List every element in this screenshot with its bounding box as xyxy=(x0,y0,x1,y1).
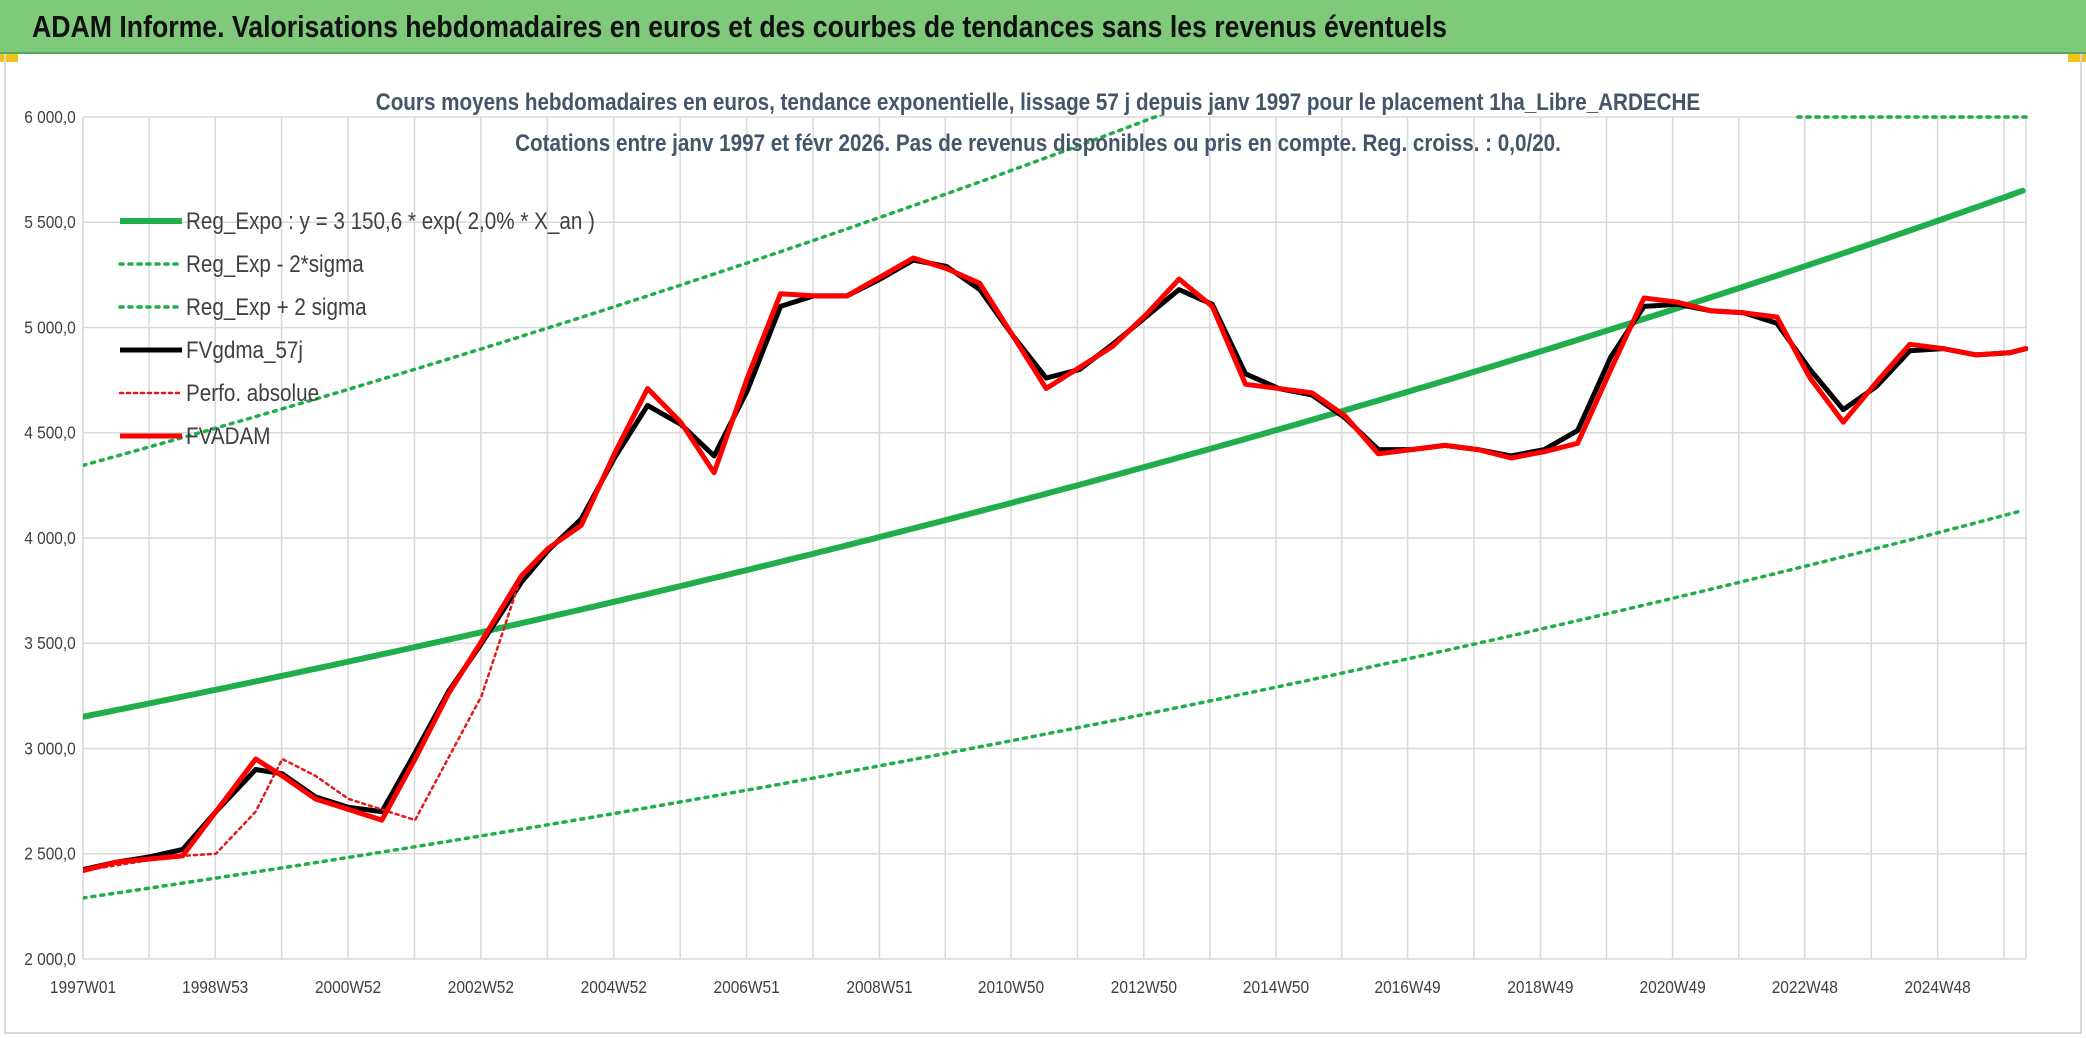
reg-exp-minus-2sigma-line xyxy=(83,508,2025,900)
legend-label: Reg_Exp + 2 sigma xyxy=(186,294,367,321)
x-tick-label: 2016W49 xyxy=(1374,977,1440,997)
reg-exp-plus-2sigma-line xyxy=(83,115,1166,468)
x-tick-label: 2004W52 xyxy=(581,977,647,997)
y-tick-label: 6 000,0 xyxy=(24,107,76,127)
perfo-absolue-line xyxy=(83,256,2028,872)
x-tick-label: 2010W50 xyxy=(978,977,1044,997)
chart-subtitle: Cotations entre janv 1997 et févr 2026. … xyxy=(515,130,1561,157)
x-tick-label: 2002W52 xyxy=(448,977,514,997)
y-tick-label: 4 500,0 xyxy=(24,423,76,443)
legend-label: Reg_Exp - 2*sigma xyxy=(186,251,364,278)
y-tick-label: 3 000,0 xyxy=(24,738,76,758)
fvgdma-57j-line xyxy=(83,257,2028,872)
x-tick-label: 2008W51 xyxy=(846,977,912,997)
y-tick-label: 2 500,0 xyxy=(24,844,76,864)
frame-border-right xyxy=(2080,54,2082,1034)
x-tick-label: 1998W53 xyxy=(182,977,248,997)
page-title: ADAM Informe. Valorisations hebdomadaire… xyxy=(32,9,1447,44)
y-tick-label: 3 500,0 xyxy=(24,633,76,653)
x-tick-label: 2000W52 xyxy=(315,977,381,997)
header-bar: ADAM Informe. Valorisations hebdomadaire… xyxy=(0,0,2086,54)
y-tick-label: 5 000,0 xyxy=(24,317,76,337)
legend-label: FVgdma_57j xyxy=(186,337,303,364)
frame-border-bottom xyxy=(4,1032,2082,1034)
legend-label: Reg_Expo : y = 3 150,6 * exp( 2,0% * X_a… xyxy=(186,208,595,235)
x-tick-label: 2012W50 xyxy=(1111,977,1177,997)
legend-label: FVADAM xyxy=(186,423,270,450)
x-tick-label: 1997W01 xyxy=(50,977,116,997)
x-tick-label: 2024W48 xyxy=(1905,977,1971,997)
x-tick-label: 2014W50 xyxy=(1243,977,1309,997)
corner-marker-left xyxy=(0,54,18,62)
axis-layer: 2 000,0 2 500,0 3 000,0 3 500,0 4 000,0 4 500… xyxy=(24,107,1971,997)
frame-border-left xyxy=(4,54,6,1034)
x-tick-label: 2022W48 xyxy=(1772,977,1838,997)
series-layer xyxy=(83,115,2028,900)
grid-layer xyxy=(82,116,2027,960)
x-tick-label: 2018W49 xyxy=(1507,977,1573,997)
chart-title: Cours moyens hebdomadaires en euros, ten… xyxy=(376,89,1700,116)
y-tick-label: 4 000,0 xyxy=(24,528,76,548)
x-tick-label: 2006W51 xyxy=(714,977,780,997)
fvadam-line xyxy=(83,255,2028,874)
legend: Reg_Expo : y = 3 150,6 * exp( 2,0% * X_a… xyxy=(118,115,2028,450)
y-tick-label: 2 000,0 xyxy=(24,949,76,969)
reg-expo-line xyxy=(83,187,2026,720)
x-tick-label: 2020W49 xyxy=(1640,977,1706,997)
y-tick-label: 5 500,0 xyxy=(24,212,76,232)
legend-label: Perfo. absolue xyxy=(186,380,319,407)
title-layer: Cours moyens hebdomadaires en euros, ten… xyxy=(376,89,1700,157)
corner-marker-right xyxy=(2068,54,2086,62)
